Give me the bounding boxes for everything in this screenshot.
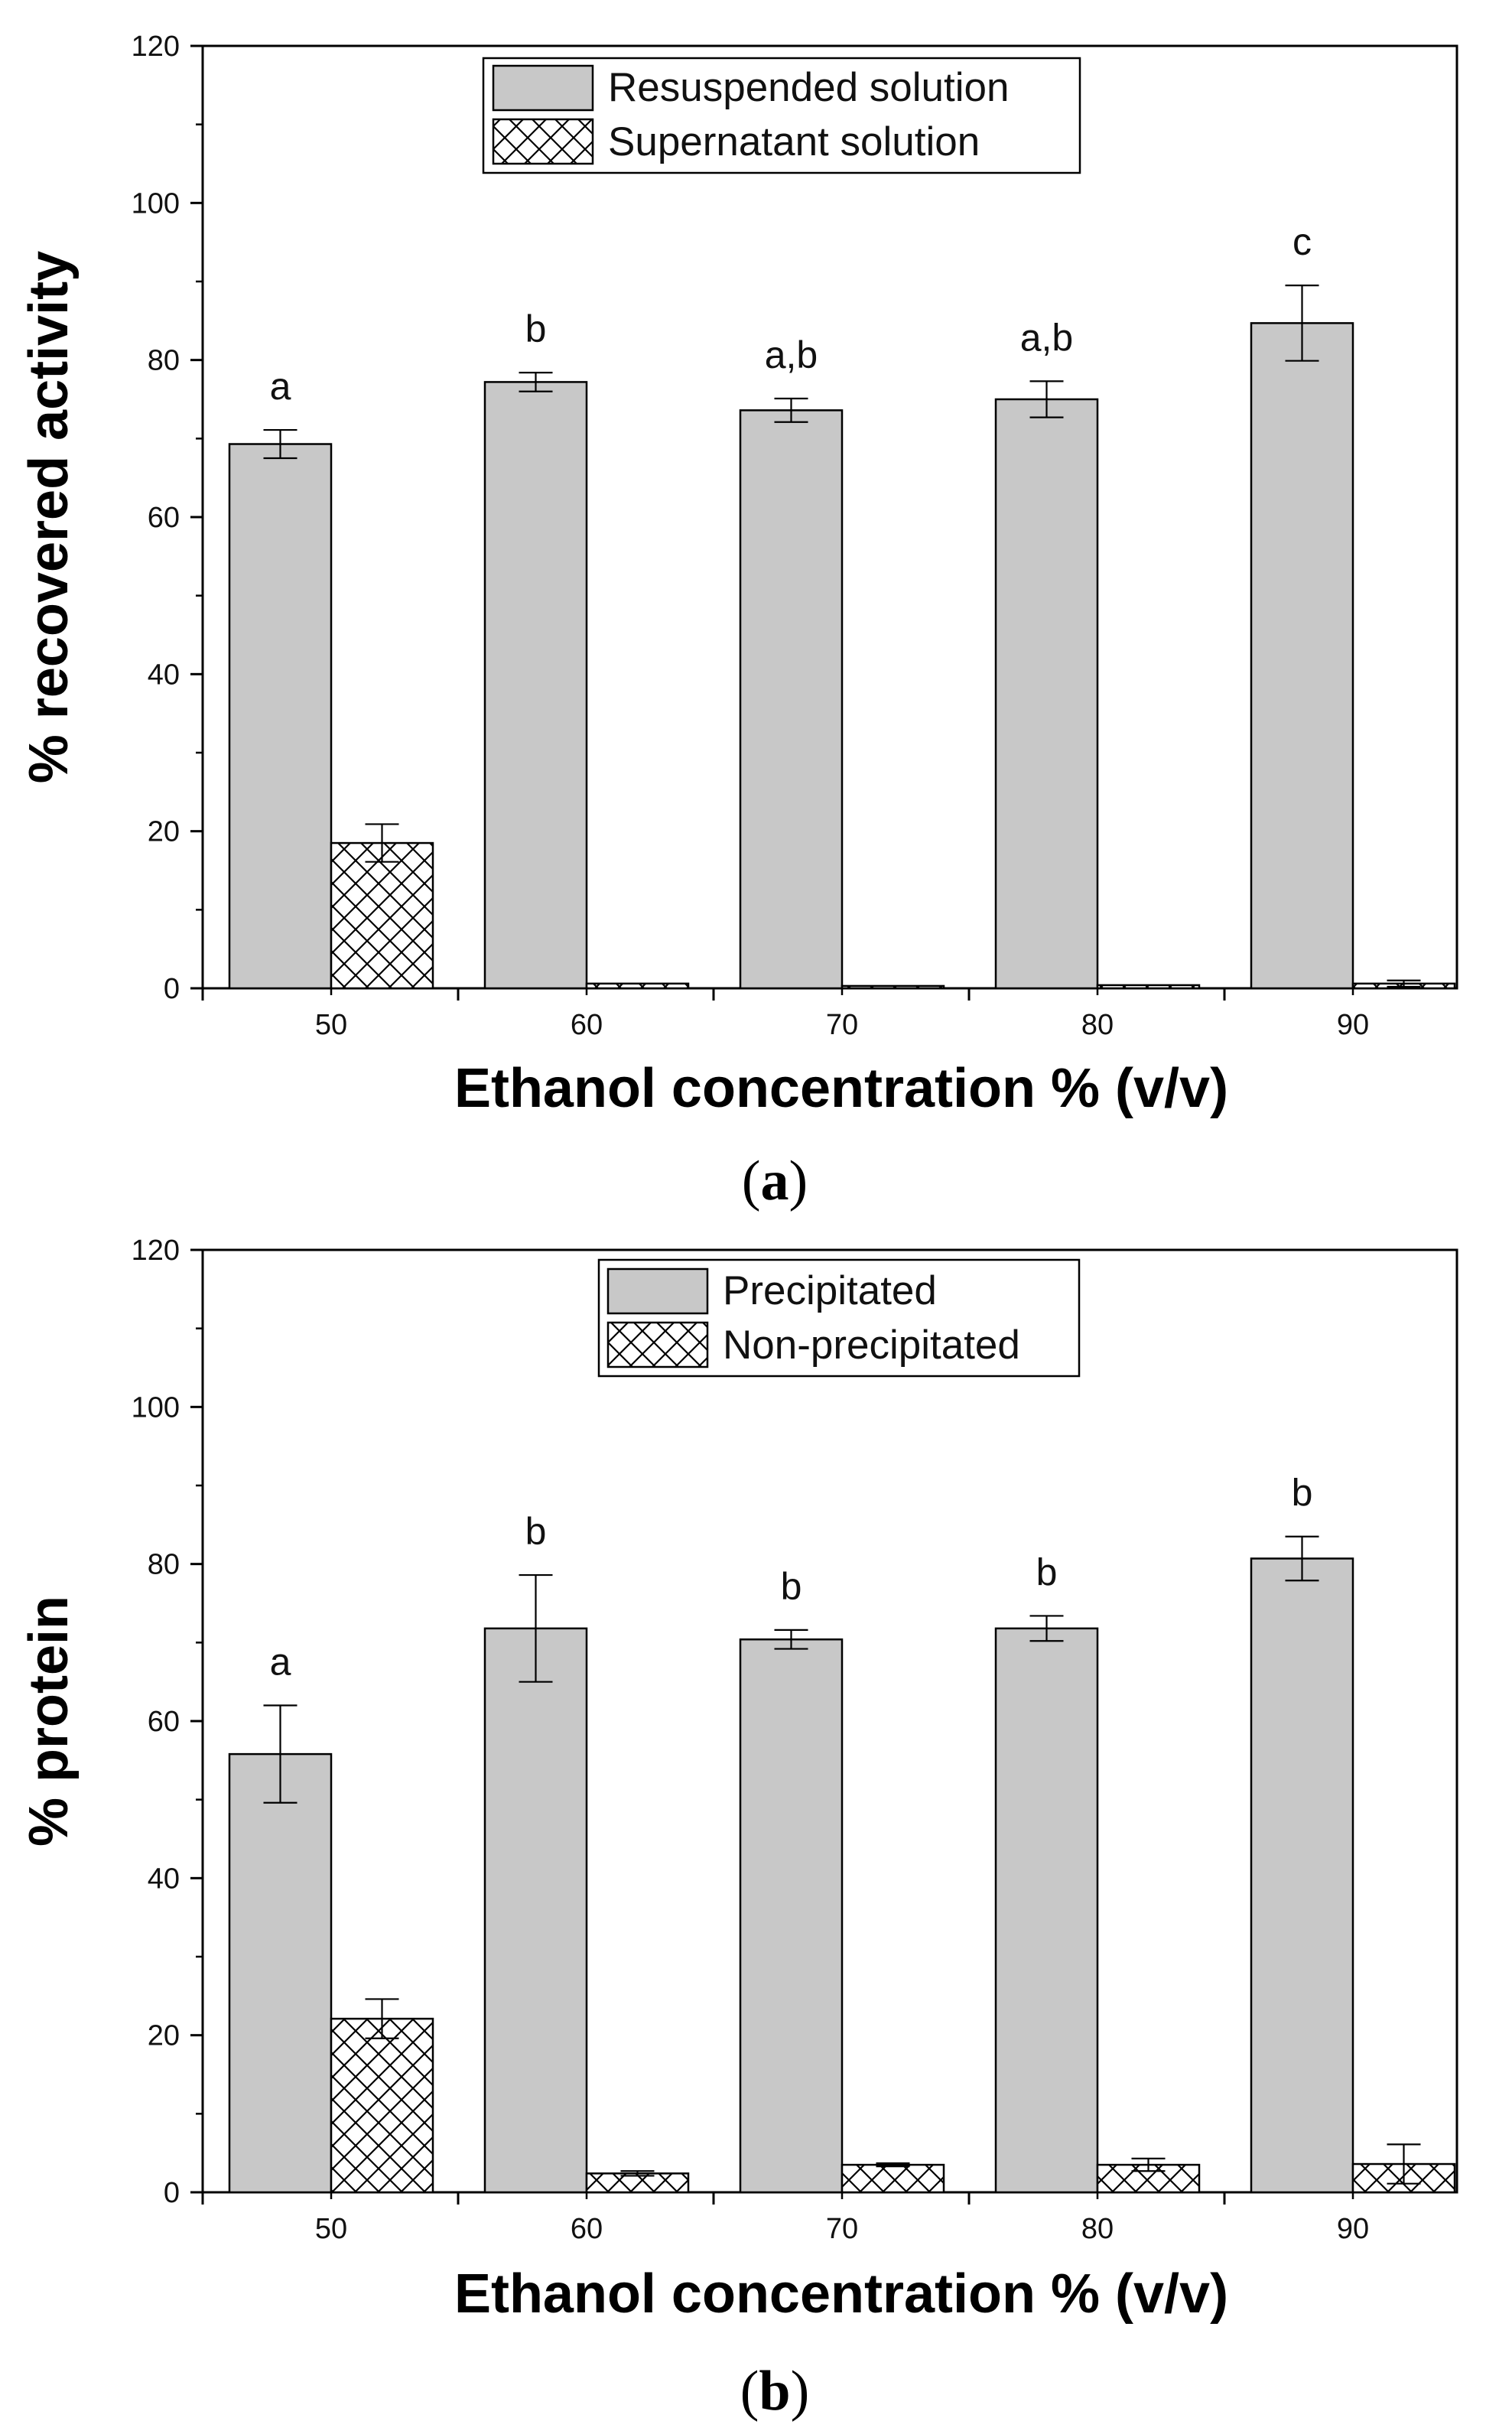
significance-label: a bbox=[270, 365, 291, 408]
significance-label: a,b bbox=[765, 334, 818, 376]
y-tick-label: 0 bbox=[164, 973, 180, 1005]
chart-panel-b: 0 20 40 60 80 100 120 50 60 70 80 90 a b b b b Precipi… bbox=[18, 1235, 1458, 2423]
bar-series-1 bbox=[483, 381, 588, 990]
y-tick-label: 40 bbox=[148, 659, 180, 691]
caption-letter: b bbox=[759, 2360, 790, 2423]
y-axis-title: % recovered activity bbox=[18, 251, 80, 783]
bars bbox=[228, 322, 1456, 990]
y-tick-label: 120 bbox=[132, 1235, 180, 1267]
significance-label: b bbox=[781, 1565, 802, 1608]
error-bar bbox=[1029, 380, 1064, 418]
significance-label: b bbox=[1036, 1551, 1058, 1593]
bar-series-2 bbox=[330, 841, 434, 990]
legend: Resuspended solution Supernatant solutio… bbox=[482, 57, 1081, 174]
caption-letter: a bbox=[761, 1150, 789, 1212]
x-tick-label: 60 bbox=[571, 2213, 603, 2245]
error-bar bbox=[365, 823, 399, 863]
bar-series-1 bbox=[994, 398, 1099, 990]
bar-series-1 bbox=[1250, 322, 1354, 990]
error-bar bbox=[519, 1573, 553, 1683]
bar-series-1 bbox=[739, 1638, 844, 2194]
y-axis-ticks: 0 20 40 60 80 100 120 bbox=[132, 31, 203, 1005]
x-tick-label: 70 bbox=[826, 1009, 858, 1041]
x-tick-label: 60 bbox=[571, 1009, 603, 1041]
y-tick-label: 0 bbox=[164, 2177, 180, 2209]
bar-series-1 bbox=[1250, 1557, 1354, 2194]
y-axis-title: % protein bbox=[18, 1596, 80, 1847]
error-bar bbox=[620, 2170, 655, 2177]
bar-series-2 bbox=[585, 982, 690, 990]
legend-label-resuspended: Resuspended solution bbox=[608, 65, 1010, 110]
y-tick-label: 120 bbox=[132, 31, 180, 63]
y-tick-label: 80 bbox=[148, 345, 180, 377]
bar-series-1 bbox=[228, 1752, 333, 2194]
bar-series-2 bbox=[841, 984, 945, 990]
significance-label: a bbox=[270, 1640, 291, 1683]
significance-labels: a b b b b bbox=[270, 1472, 1313, 1684]
significance-labels: a b a,b a,b c bbox=[270, 220, 1312, 408]
y-tick-label: 100 bbox=[132, 187, 180, 220]
y-axis-ticks: 0 20 40 60 80 100 120 bbox=[132, 1235, 203, 2209]
error-bar bbox=[263, 1704, 298, 1804]
significance-label: b bbox=[525, 1510, 547, 1553]
chart-panel-a: 0 20 40 60 80 100 120 50 60 70 80 90 a b a,b a,b c Res… bbox=[18, 31, 1458, 1212]
significance-label: c bbox=[1293, 220, 1312, 263]
y-tick-label: 60 bbox=[148, 1706, 180, 1738]
bar-series-1 bbox=[994, 1627, 1099, 2194]
error-bar bbox=[774, 397, 808, 423]
significance-label: b bbox=[1292, 1472, 1313, 1515]
panel-caption-a: (a) bbox=[742, 1150, 808, 1212]
x-tick-label: 80 bbox=[1081, 1009, 1114, 1041]
legend-swatch-non-precipitated bbox=[606, 1321, 709, 1368]
error-bar bbox=[1387, 979, 1421, 988]
error-bars bbox=[263, 1535, 1421, 2185]
bar-series-2 bbox=[841, 2163, 945, 2194]
x-axis-ticks: 50 60 70 80 90 bbox=[201, 2192, 1369, 2245]
y-tick-label: 20 bbox=[148, 2020, 180, 2052]
legend-label-supernatant: Supernatant solution bbox=[608, 119, 980, 164]
y-tick-label: 80 bbox=[148, 1549, 180, 1581]
significance-label: a,b bbox=[1020, 316, 1074, 359]
error-bar bbox=[519, 371, 553, 392]
bar-series-2 bbox=[330, 2017, 434, 2194]
error-bar bbox=[365, 1998, 399, 2039]
error-bar bbox=[1285, 1535, 1319, 1582]
y-tick-label: 100 bbox=[132, 1391, 180, 1424]
x-tick-label: 50 bbox=[315, 2213, 347, 2245]
error-bar bbox=[1285, 285, 1319, 362]
x-tick-label: 80 bbox=[1081, 2213, 1114, 2245]
legend-swatch-supernatant bbox=[492, 118, 594, 165]
x-axis-title: Ethanol concentration % (v/v) bbox=[454, 2263, 1228, 2325]
x-tick-label: 50 bbox=[315, 1009, 347, 1041]
error-bars bbox=[263, 285, 1421, 988]
x-tick-label: 90 bbox=[1337, 2213, 1369, 2245]
x-axis-title: Ethanol concentration % (v/v) bbox=[454, 1058, 1228, 1119]
legend-label-non-precipitated: Non-precipitated bbox=[723, 1323, 1020, 1368]
y-tick-label: 40 bbox=[148, 1863, 180, 1895]
error-bar bbox=[1029, 1615, 1064, 1642]
error-bar bbox=[774, 1629, 808, 1650]
x-tick-label: 70 bbox=[826, 2213, 858, 2245]
error-bar bbox=[1387, 2143, 1421, 2185]
legend-swatch-resuspended bbox=[492, 64, 594, 112]
significance-label: b bbox=[525, 308, 547, 350]
x-axis-ticks: 50 60 70 80 90 bbox=[201, 988, 1369, 1041]
legend: Precipitated Non-precipitated bbox=[597, 1258, 1081, 1378]
error-bar bbox=[1131, 2157, 1166, 2172]
x-tick-label: 90 bbox=[1337, 1009, 1369, 1041]
y-tick-label: 60 bbox=[148, 502, 180, 534]
panel-caption-b: (b) bbox=[740, 2360, 809, 2423]
legend-label-precipitated: Precipitated bbox=[723, 1268, 937, 1313]
error-bar bbox=[263, 428, 298, 460]
y-tick-label: 20 bbox=[148, 816, 180, 848]
bar-series-2 bbox=[1096, 984, 1201, 990]
bars bbox=[228, 1557, 1456, 2194]
error-bar bbox=[876, 2162, 910, 2168]
bar-series-1 bbox=[739, 409, 844, 990]
bar-series-1 bbox=[228, 443, 333, 990]
bar-series-1 bbox=[483, 1627, 588, 2194]
legend-swatch-precipitated bbox=[606, 1267, 709, 1315]
